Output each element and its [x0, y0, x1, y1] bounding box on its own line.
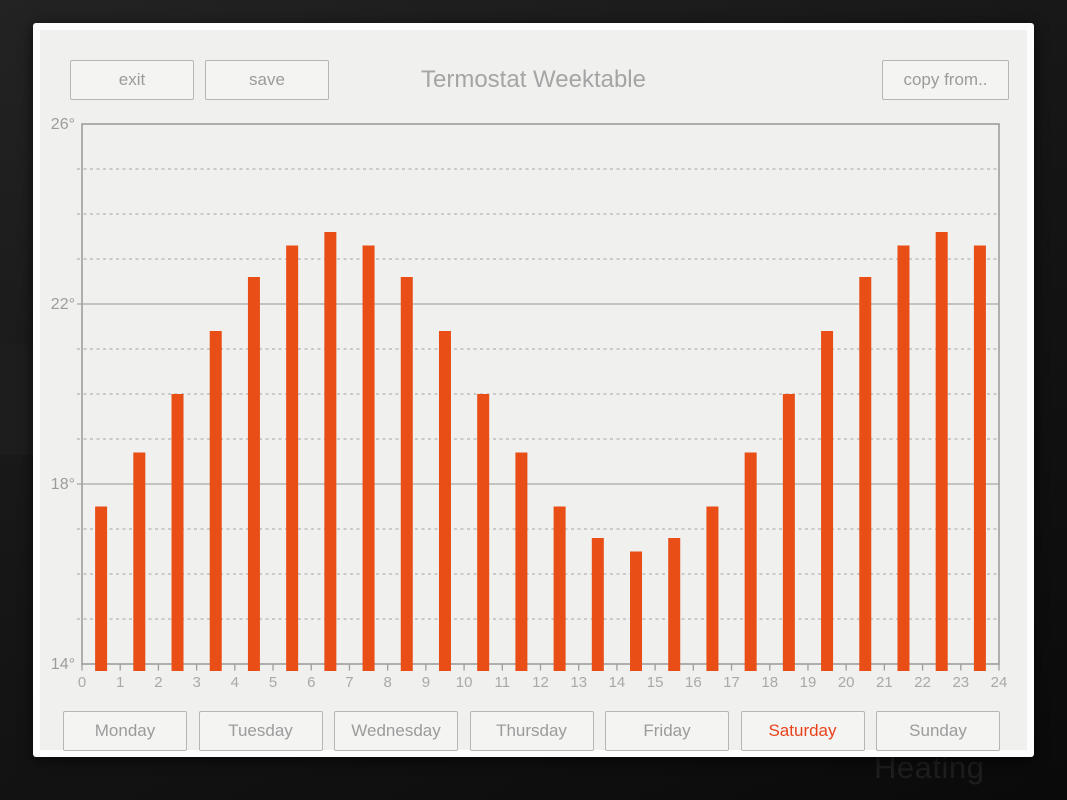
temperature-bar-hour-12[interactable] — [553, 506, 566, 672]
temperature-bar-hour-11[interactable] — [515, 452, 528, 672]
x-tick-label-11: 11 — [495, 674, 511, 691]
temperature-bar-hour-19[interactable] — [821, 331, 834, 671]
y-axis-label-18: 18° — [51, 476, 75, 493]
temperature-bar-hour-2[interactable] — [171, 394, 184, 671]
temperature-bar-hour-1[interactable] — [133, 452, 146, 672]
temperature-bar-hour-3[interactable] — [209, 331, 222, 671]
x-tick-label-5: 5 — [269, 674, 277, 691]
temperature-bar-hour-8[interactable] — [400, 277, 413, 671]
temperature-bar-hour-5[interactable] — [286, 245, 299, 672]
x-tick-label-14: 14 — [609, 674, 626, 691]
day-button-monday[interactable]: Monday — [63, 711, 187, 751]
x-tick-label-22: 22 — [914, 674, 931, 691]
x-tick-label-19: 19 — [800, 674, 817, 691]
x-tick-label-10: 10 — [456, 674, 473, 691]
temperature-bar-hour-10[interactable] — [477, 394, 490, 671]
temperature-bar-hour-23[interactable] — [973, 245, 986, 672]
day-button-friday[interactable]: Friday — [605, 711, 729, 751]
y-axis-label-22: 22° — [51, 296, 75, 313]
temperature-bar-hour-13[interactable] — [591, 538, 604, 671]
temperature-bar-hour-16[interactable] — [706, 506, 719, 672]
weektable-chart: 26°22°18°14°0 1 2 3 4 5 6 7 8 9 10 11 12 13 14 15 16 17 18… — [51, 116, 1008, 691]
x-tick-label-24: 24 — [991, 674, 1008, 691]
temperature-bar-hour-17[interactable] — [744, 452, 757, 672]
backdrop-light-band — [0, 345, 33, 455]
dialog-title: Termostat Weektable — [421, 66, 646, 93]
temperature-bar-hour-20[interactable] — [859, 277, 872, 671]
x-tick-label-0: 0 — [78, 674, 86, 691]
x-tick-label-20: 20 — [838, 674, 855, 691]
day-button-wednesday[interactable]: Wednesday — [334, 711, 458, 751]
weektable-dialog: exit save Termostat Weektable copy from.… — [33, 23, 1034, 757]
temperature-bar-hour-15[interactable] — [668, 538, 681, 671]
day-button-tuesday[interactable]: Tuesday — [198, 711, 323, 751]
x-tick-label-8: 8 — [383, 674, 391, 691]
x-tick-label-18: 18 — [761, 674, 778, 691]
x-tick-label-13: 13 — [570, 674, 587, 691]
x-tick-label-23: 23 — [952, 674, 969, 691]
x-tick-label-21: 21 — [876, 674, 893, 691]
temperature-bar-hour-6[interactable] — [324, 232, 337, 671]
day-button-saturday[interactable]: Saturday — [740, 711, 865, 751]
save-button[interactable]: save — [205, 60, 329, 100]
x-tick-label-9: 9 — [422, 674, 430, 691]
temperature-bar-hour-18[interactable] — [782, 394, 795, 671]
temperature-bar-hour-9[interactable] — [438, 331, 451, 671]
x-tick-label-1: 1 — [116, 674, 124, 691]
exit-button[interactable]: exit — [70, 60, 194, 100]
dialog-panel: exit save Termostat Weektable copy from.… — [40, 30, 1027, 751]
x-tick-label-17: 17 — [723, 674, 740, 691]
x-tick-label-7: 7 — [345, 674, 353, 691]
x-tick-label-4: 4 — [231, 674, 239, 691]
copy-from-button[interactable]: copy from.. — [882, 60, 1009, 100]
temperature-bar-hour-4[interactable] — [247, 277, 260, 671]
day-button-sunday[interactable]: Sunday — [876, 711, 1000, 751]
temperature-bar-hour-21[interactable] — [897, 245, 910, 672]
temperature-bar-hour-7[interactable] — [362, 245, 375, 672]
x-tick-label-15: 15 — [647, 674, 664, 691]
y-axis-label-14: 14° — [51, 656, 75, 673]
temperature-bar-hour-0[interactable] — [95, 506, 108, 672]
temperature-bar-hour-22[interactable] — [935, 232, 948, 671]
x-tick-label-3: 3 — [192, 674, 200, 691]
x-tick-label-16: 16 — [685, 674, 702, 691]
day-button-thursday[interactable]: Thursday — [469, 711, 594, 751]
x-tick-label-6: 6 — [307, 674, 315, 691]
x-tick-label-2: 2 — [154, 674, 162, 691]
temperature-bar-hour-14[interactable] — [630, 551, 643, 672]
y-axis-label-26: 26° — [51, 116, 75, 133]
x-tick-label-12: 12 — [532, 674, 549, 691]
